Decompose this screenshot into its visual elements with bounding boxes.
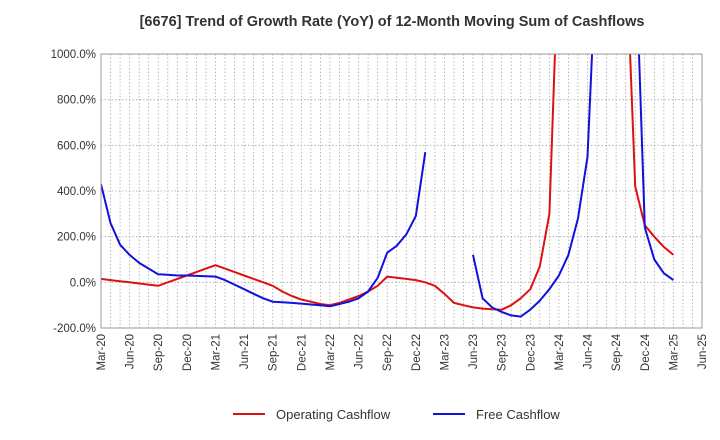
x-tick-label: Dec-20: [182, 334, 194, 371]
x-tick-label: Jun-21: [239, 334, 251, 369]
x-tick-label: Sep-24: [611, 333, 623, 371]
y-tick-label: 600.0%: [57, 140, 96, 152]
x-tick-label: Mar-21: [210, 334, 222, 370]
legend-label: Free Cashflow: [476, 407, 560, 422]
series-line: [472, 54, 594, 318]
x-axis-ticks: Mar-20 Jun-20 Sep-20 Dec-20 Mar-21 Jun-21 Sep-…: [96, 333, 709, 371]
x-tick-label: Sep-21: [268, 334, 280, 371]
x-tick-label: Mar-22: [325, 334, 337, 370]
y-tick-label: -200.0%: [53, 323, 96, 335]
x-tick-label: Jun-20: [125, 334, 137, 369]
series-layer: [101, 54, 675, 318]
x-tick-label: Dec-24: [640, 333, 652, 371]
y-tick-label: 200.0%: [57, 232, 96, 244]
legend-label: Operating Cashflow: [276, 407, 391, 422]
x-tick-label: Dec-22: [411, 334, 423, 371]
x-tick-label: Mar-25: [668, 334, 680, 370]
y-tick-label: 800.0%: [57, 95, 96, 107]
chart-title: [6676] Trend of Growth Rate (YoY) of 12-…: [140, 14, 645, 30]
x-tick-label: Jun-22: [354, 334, 366, 369]
x-tick-label: Jun-24: [583, 333, 595, 369]
x-tick-label: Dec-23: [525, 334, 537, 371]
legend: Operating Cashflow Free Cashflow: [233, 407, 560, 422]
x-tick-label: Mar-23: [439, 334, 451, 370]
y-tick-label: 0.0%: [70, 277, 96, 289]
y-axis-ticks: 1000.0% 800.0% 600.0% 400.0% 200.0% 0.0% -200.…: [51, 49, 96, 335]
y-tick-label: 1000.0%: [51, 49, 96, 61]
grid: [100, 53, 703, 329]
x-tick-label: Sep-23: [497, 334, 509, 371]
y-tick-label: 400.0%: [57, 186, 96, 198]
series-line: [101, 152, 427, 308]
x-tick-label: Jun-23: [468, 334, 480, 369]
plot-frame: [100, 53, 703, 329]
x-tick-label: Sep-20: [153, 334, 165, 371]
x-tick-label: Jun-25: [697, 334, 709, 369]
x-tick-label: Mar-20: [96, 334, 108, 370]
series-line: [101, 54, 556, 311]
x-tick-label: Dec-21: [296, 334, 308, 371]
series-line: [638, 54, 674, 281]
x-tick-label: Mar-24: [554, 333, 566, 370]
x-tick-label: Sep-22: [382, 334, 394, 371]
